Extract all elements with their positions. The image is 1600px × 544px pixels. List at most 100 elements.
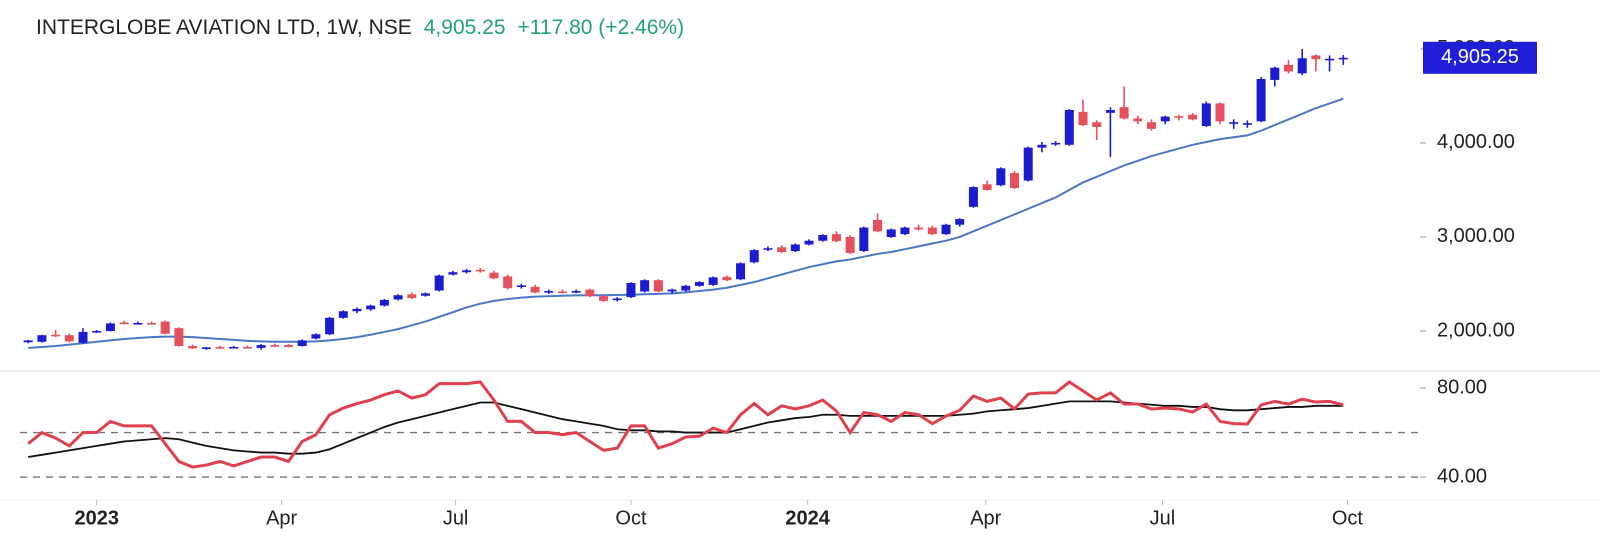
candle-body xyxy=(996,168,1006,186)
candle-body xyxy=(215,346,225,349)
moving-average xyxy=(28,97,1344,349)
candle-body xyxy=(311,334,321,339)
candle-body xyxy=(133,322,143,325)
candle-body xyxy=(873,220,883,232)
candle-body xyxy=(37,335,47,342)
candle-body xyxy=(1256,78,1266,122)
candle-body xyxy=(599,296,609,301)
candle-body xyxy=(845,236,855,253)
candle-body xyxy=(64,335,74,342)
candle-body xyxy=(1283,64,1293,72)
y-tick-label: 2,000.00 xyxy=(1437,319,1515,341)
candle-body xyxy=(1338,57,1348,60)
candle-body xyxy=(914,227,924,230)
candle-body xyxy=(147,322,157,325)
candle-body xyxy=(1174,116,1184,118)
x-tick-label: Apr xyxy=(970,507,1001,529)
candle-body xyxy=(1064,110,1074,145)
candle-body xyxy=(982,184,992,190)
candle-body xyxy=(640,280,650,292)
x-tick-label: Jul xyxy=(1150,507,1176,529)
candle-body xyxy=(804,240,814,245)
candle-body xyxy=(1242,123,1252,125)
candle-body xyxy=(174,328,184,347)
candle-body xyxy=(1119,107,1129,119)
candle-body xyxy=(831,234,841,242)
candle-body xyxy=(544,291,554,293)
candle-body xyxy=(407,294,417,299)
x-tick-label: Jul xyxy=(443,507,469,529)
candle-body xyxy=(736,263,746,280)
candle-body xyxy=(681,285,691,291)
candle-body xyxy=(708,277,718,285)
candle-body xyxy=(777,247,787,252)
candle-body xyxy=(1092,122,1102,127)
header-change: +117.80 (+2.46%) xyxy=(518,16,685,39)
candle-body xyxy=(1325,58,1335,61)
candle-body xyxy=(653,280,663,292)
candle-body xyxy=(489,272,499,279)
x-tick-label: Apr xyxy=(266,507,297,529)
candle-body xyxy=(51,334,61,337)
candle-body xyxy=(667,289,677,292)
candle-body xyxy=(927,227,937,235)
candle-body xyxy=(1270,67,1280,80)
candle-body xyxy=(92,330,102,333)
candle-body xyxy=(1010,173,1020,189)
candle-body xyxy=(325,317,335,335)
last-price-box xyxy=(1423,41,1537,74)
candle-body xyxy=(516,285,526,287)
candle-body xyxy=(256,345,266,348)
candle-body xyxy=(612,298,622,301)
candle-body xyxy=(448,272,458,275)
y-tick-label: 3,000.00 xyxy=(1437,225,1515,247)
last-price-label: 4,905.25 xyxy=(1441,46,1519,68)
candle-body xyxy=(393,295,403,300)
candle-body xyxy=(585,289,595,297)
candle-body xyxy=(955,219,965,225)
candle-body xyxy=(242,346,252,349)
candle-body xyxy=(297,340,307,347)
candle-body xyxy=(1229,122,1239,124)
candle-body xyxy=(626,283,636,298)
candle-body xyxy=(379,299,389,306)
x-tick-label: 2024 xyxy=(785,507,830,529)
candle-body xyxy=(475,269,485,272)
candle-body xyxy=(420,293,430,296)
candle-body xyxy=(201,347,211,350)
header: INTERGLOBE AVIATION LTD, 1W, NSE 4,905.25… xyxy=(36,16,684,39)
candle-body xyxy=(338,311,348,318)
x-tick-label: Oct xyxy=(615,507,647,529)
candle-body xyxy=(790,244,800,252)
candle-body xyxy=(434,275,444,291)
candle-body xyxy=(1078,111,1088,126)
candle-body xyxy=(1215,103,1225,122)
y-tick-label: 40.00 xyxy=(1437,465,1487,487)
plot: 2,000.003,000.004,000.005,000.002023AprJ… xyxy=(20,37,1515,529)
candle-body xyxy=(366,305,376,310)
candle-body xyxy=(886,229,896,237)
candle-body xyxy=(900,227,910,235)
candle-body xyxy=(105,323,115,331)
candle-body xyxy=(1311,55,1321,60)
candle-body xyxy=(941,224,951,235)
candle-body xyxy=(78,331,88,343)
candle-body xyxy=(749,250,759,263)
candle-body xyxy=(1133,118,1143,122)
candle-body xyxy=(1105,110,1115,113)
candle-body xyxy=(530,286,540,293)
candle-body xyxy=(119,322,129,325)
candle-body xyxy=(968,187,978,207)
candle-body xyxy=(1201,103,1211,126)
candle-body xyxy=(571,291,581,293)
candle-body xyxy=(229,346,239,349)
candle-body xyxy=(1023,147,1033,181)
candle-body xyxy=(763,248,773,250)
candle-body xyxy=(1037,144,1047,148)
candle-body xyxy=(462,270,472,273)
candle-body xyxy=(859,227,869,252)
candle-body xyxy=(818,235,828,241)
candle-body xyxy=(160,321,170,334)
candle-body xyxy=(557,291,567,294)
